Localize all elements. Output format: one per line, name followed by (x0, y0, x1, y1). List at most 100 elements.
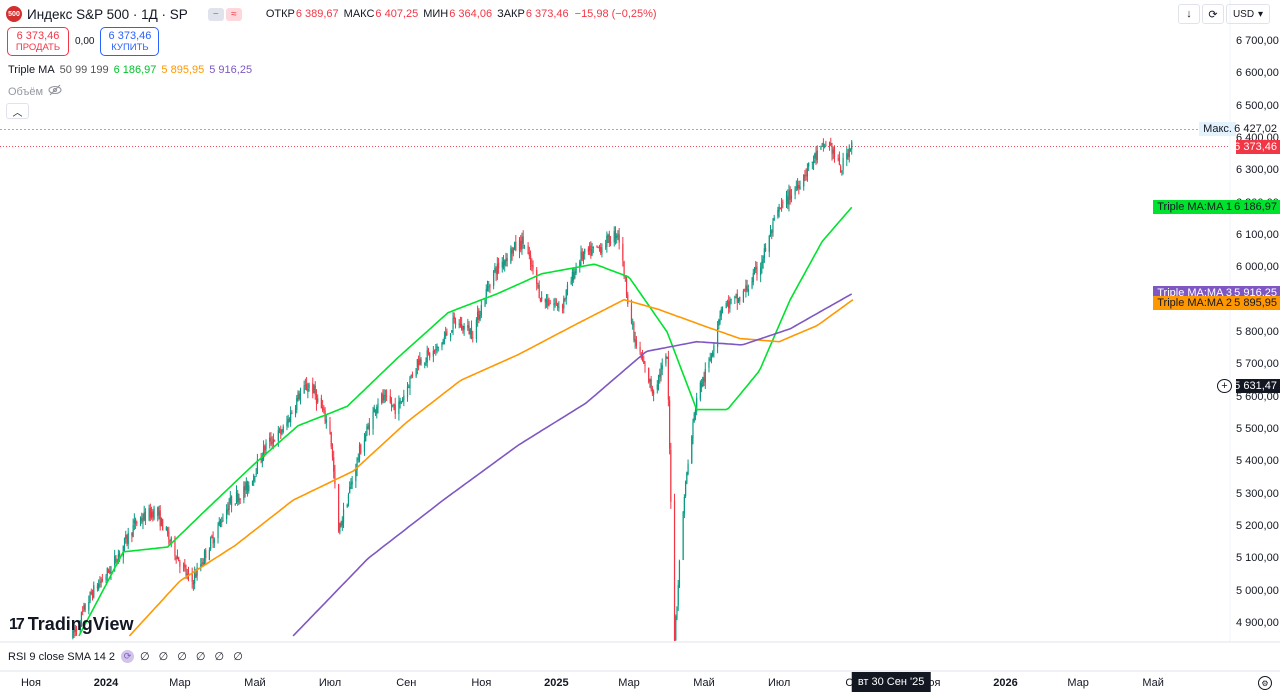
candle-body (669, 400, 671, 449)
price-tick-label: 6 100,00 (1236, 229, 1279, 241)
max-price-tag: Макс. (1199, 122, 1236, 137)
candle-body (306, 384, 308, 391)
candle-body (522, 236, 524, 244)
volume-label: Объём (8, 85, 44, 98)
candle-body (571, 271, 573, 281)
symbol-title[interactable]: Индекс S&P 500 · 1Д · SP (27, 6, 188, 22)
time-tick-label: Мар (1067, 677, 1089, 689)
candle-body (521, 237, 523, 250)
candle-body (570, 280, 572, 285)
tradingview-logo[interactable]: 17 TradingView (9, 614, 134, 635)
candle-body (196, 567, 198, 576)
candle-body (716, 327, 719, 347)
candle-body (426, 350, 428, 363)
candle-body (518, 240, 521, 252)
candle-body (390, 402, 393, 407)
candle-body (143, 512, 145, 520)
candle-body (410, 375, 412, 377)
candle-body (574, 271, 576, 278)
volume-legend[interactable]: Объём (8, 84, 62, 99)
candle-body (255, 473, 257, 475)
eye-hidden-icon[interactable] (48, 84, 62, 99)
rsi-legend[interactable]: RSI 9 close SMA 14 2 ⟳ ∅ ∅ ∅ ∅ ∅ ∅ (8, 650, 246, 663)
candle-body (178, 556, 180, 562)
candle-body (313, 386, 315, 394)
time-tick-label: Июл (318, 677, 342, 689)
candle-body (424, 363, 426, 365)
candle-body (736, 293, 738, 303)
candle-body (763, 248, 765, 259)
indicator-legend[interactable]: Triple MA 50 99 199 6 186,97 5 895,95 5 … (8, 64, 252, 76)
candle-body (541, 297, 543, 301)
candle-body (692, 422, 694, 438)
candle-body (497, 262, 500, 269)
sell-label: ПРОДАТЬ (15, 42, 61, 53)
rsi-label: RSI 9 close SMA 14 2 (8, 650, 115, 663)
last-price-label: 6 373,46 (1234, 139, 1280, 154)
candle-body (811, 161, 813, 163)
candle-body (200, 564, 202, 568)
collapse-legend-button[interactable]: ︿ (6, 103, 29, 119)
candle-body (467, 325, 469, 328)
refresh-icon[interactable]: ⟳ (1202, 4, 1224, 24)
candle-body (169, 539, 171, 542)
ma-line-3[interactable] (292, 293, 853, 637)
candle-body (110, 566, 112, 574)
rsi-values: ∅ ∅ ∅ ∅ ∅ ∅ (140, 651, 246, 663)
candle-body (192, 582, 195, 585)
candle-body (696, 397, 698, 412)
candle-body (228, 504, 230, 510)
ma-line-1[interactable] (78, 206, 853, 637)
time-tick-label: Мар (169, 677, 191, 689)
wave-icon[interactable]: ≈ (225, 7, 242, 21)
currency-select[interactable]: USD ▾ (1226, 4, 1270, 24)
candle-body (703, 378, 705, 381)
candle-body (393, 403, 395, 407)
candle-body (278, 428, 281, 430)
candle-body (351, 481, 353, 485)
candle-body (312, 383, 314, 394)
candle-body (778, 206, 780, 212)
candle-body (280, 429, 282, 434)
candle-body (555, 301, 558, 303)
candle-body (485, 288, 487, 299)
candle-body (837, 158, 839, 160)
candle-body (513, 242, 516, 249)
candle-body (141, 517, 143, 521)
candle-body (117, 554, 119, 563)
candle-body (174, 537, 176, 557)
candle-body (314, 385, 316, 395)
candle-body (515, 241, 517, 251)
download-icon[interactable]: ↓ (1178, 4, 1200, 24)
candle-body (495, 269, 497, 275)
candle-body (126, 535, 128, 543)
candle-body (159, 510, 161, 527)
candle-body (557, 302, 559, 308)
buy-button[interactable]: 6 373,46 КУПИТЬ (100, 27, 160, 56)
candle-body (504, 260, 506, 266)
candle-body (623, 261, 625, 277)
candle-body (339, 523, 341, 533)
price-tick-label: 5 700,00 (1236, 358, 1279, 371)
candle-body (118, 553, 121, 556)
chart-style-toggles[interactable]: − ≈ (207, 7, 242, 21)
settings-gear-icon[interactable]: ⚙ (1258, 676, 1272, 690)
sell-button[interactable]: 6 373,46 ПРОДАТЬ (7, 27, 69, 56)
plus-circle-icon[interactable]: + (1217, 379, 1232, 394)
candle-body (575, 268, 577, 273)
max-price-label: Макс. 6 427,02 (1199, 122, 1280, 137)
symbol-header: 500 Индекс S&P 500 · 1Д · SP − ≈ ОТКР6 3… (6, 5, 657, 23)
candle-body (609, 242, 612, 244)
candle-body (176, 556, 179, 559)
candle-body (109, 570, 111, 574)
candle-body (230, 496, 233, 506)
time-tick-label: Ноя (20, 677, 42, 689)
minus-icon[interactable]: − (207, 7, 224, 21)
tradingview-wordmark: TradingView (27, 614, 134, 634)
candle-body (841, 170, 843, 172)
candle-body (780, 203, 783, 209)
candle-body (274, 440, 276, 442)
ma-line-2[interactable] (128, 298, 854, 637)
candle-body (303, 385, 305, 394)
